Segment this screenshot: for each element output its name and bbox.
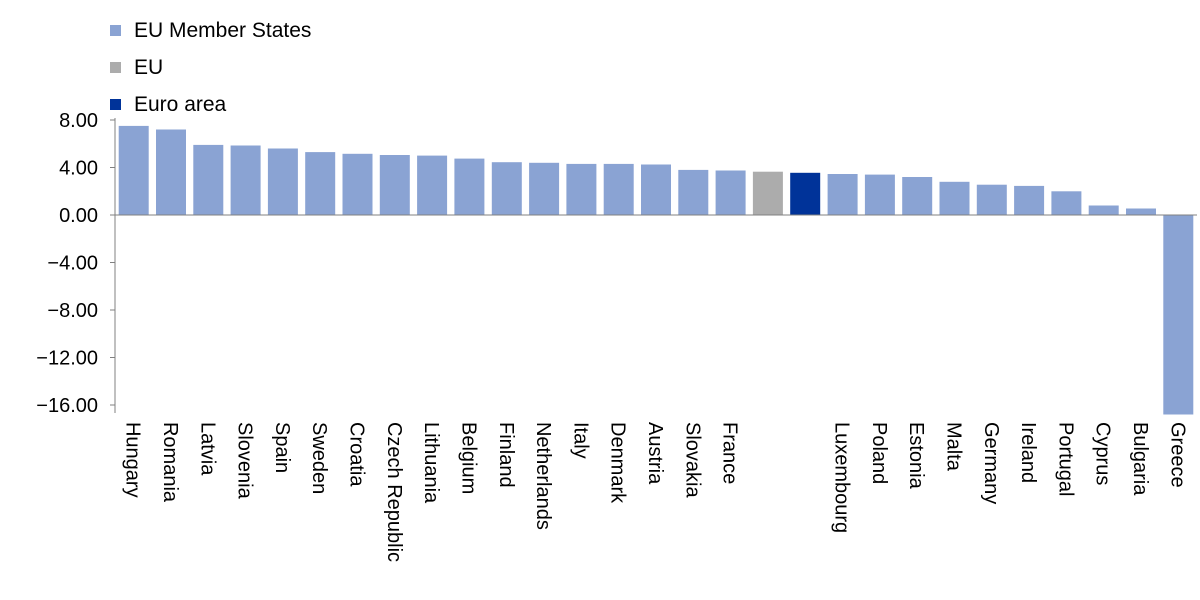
legend-item-member-states: EU Member States	[110, 12, 311, 49]
x-tick-label-estonia: Estonia	[905, 422, 927, 490]
bar-slovakia	[678, 169, 709, 215]
y-tick-label: −16.00	[36, 395, 98, 417]
bar-cyprus	[1088, 205, 1119, 215]
legend-swatch-member-states	[110, 25, 121, 36]
legend: EU Member States EU Euro area	[110, 12, 311, 123]
bar-latvia	[193, 144, 224, 215]
bar-romania	[156, 129, 186, 215]
bar-slovenia	[230, 145, 261, 215]
x-tick-label-croatia: Croatia	[346, 422, 368, 487]
legend-label-eu: EU	[134, 55, 164, 79]
x-tick-label-hungary: Hungary	[122, 422, 144, 498]
x-tick-label-sweden: Sweden	[308, 422, 330, 494]
y-tick-label: −8.00	[47, 300, 98, 322]
bar-czech-republic	[379, 155, 410, 215]
bar-euro-area	[790, 172, 821, 215]
x-tick-label-greece: Greece	[1166, 422, 1188, 488]
y-tick-label: −4.00	[47, 253, 98, 275]
x-tick-label-malta: Malta	[942, 422, 964, 472]
bar-poland	[864, 174, 895, 215]
legend-label-member-states: EU Member States	[134, 18, 312, 42]
x-tick-label-france: France	[719, 422, 741, 484]
bar-italy	[566, 163, 597, 215]
legend-item-eu: EU	[110, 49, 311, 86]
x-tick-label-netherlands: Netherlands	[532, 422, 554, 530]
x-tick-label-germany: Germany	[980, 422, 1002, 504]
bar-sweden	[305, 152, 336, 215]
bar-eu	[752, 171, 783, 215]
x-tick-label-ireland: Ireland	[1017, 422, 1039, 483]
bar-austria	[641, 164, 671, 215]
legend-swatch-euro-area	[110, 99, 121, 110]
x-tick-label-latvia: Latvia	[196, 422, 218, 476]
x-tick-label-romania: Romania	[159, 422, 181, 503]
bar-greece	[1163, 215, 1194, 415]
legend-swatch-eu	[110, 62, 121, 73]
bar-hungary	[118, 125, 149, 215]
x-tick-label-austria: Austria	[644, 422, 666, 485]
x-tick-label-slovenia: Slovenia	[234, 422, 256, 500]
bar-belgium	[454, 158, 485, 215]
y-tick-label: 4.00	[59, 158, 98, 180]
x-tick-label-belgium: Belgium	[457, 422, 479, 494]
bar-denmark	[603, 163, 634, 215]
bar-malta	[939, 181, 970, 216]
y-tick-label: 0.00	[59, 205, 98, 227]
bar-france	[715, 170, 746, 215]
x-tick-label-italy: Italy	[569, 422, 591, 459]
x-tick-label-portugal: Portugal	[1054, 422, 1076, 497]
x-tick-label-poland: Poland	[868, 422, 890, 484]
bar-finland	[491, 162, 522, 215]
x-tick-label-denmark: Denmark	[607, 422, 629, 504]
bar-spain	[267, 148, 298, 215]
x-tick-label-luxembourg: Luxembourg	[831, 422, 853, 533]
x-tick-label-bulgaria: Bulgaria	[1129, 422, 1151, 496]
bar-ireland	[1014, 185, 1045, 215]
x-tick-label-lithuania: Lithuania	[420, 422, 442, 504]
x-tick-label-spain: Spain	[271, 422, 293, 473]
y-tick-label: 8.00	[59, 110, 98, 132]
bar-bulgaria	[1126, 208, 1156, 215]
legend-item-euro-area: Euro area	[110, 86, 311, 123]
bar-luxembourg	[827, 174, 858, 215]
x-tick-label-czech-republic: Czech Republic	[383, 422, 405, 562]
bar-netherlands	[529, 162, 560, 216]
x-tick-label-cyprus: Cyprus	[1092, 422, 1114, 485]
y-tick-label: −12.00	[36, 348, 98, 370]
bar-lithuania	[417, 155, 448, 215]
bar-portugal	[1051, 191, 1082, 216]
bar-germany	[976, 184, 1007, 215]
x-tick-label-finland: Finland	[495, 422, 517, 488]
bar-croatia	[342, 153, 373, 215]
x-tick-label-slovakia: Slovakia	[681, 422, 703, 498]
bar-estonia	[902, 177, 933, 215]
legend-label-euro-area: Euro area	[134, 92, 227, 116]
